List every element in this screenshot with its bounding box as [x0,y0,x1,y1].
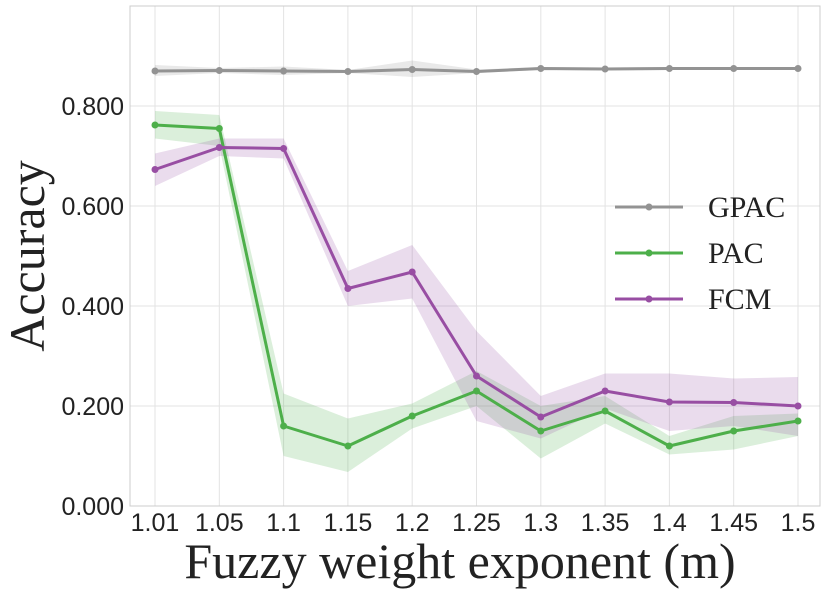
fcm-point [215,144,223,151]
gpac-point [730,65,738,72]
pac-point [601,407,609,415]
fcm-point [730,399,738,406]
pac-point [537,427,545,435]
pac-point [665,442,673,450]
pac-point [215,125,223,132]
x-tick-label: 1.25 [452,509,501,537]
fcm-point [344,285,352,292]
fcm-point [408,268,416,276]
pac-point [730,427,738,435]
pac-point [151,121,159,129]
x-tick-label: 1.15 [324,509,373,537]
fcm-point [794,402,802,410]
gpac-point [665,65,673,72]
x-tick-labels: 1.01 1.05 1.1 1.15 1.2 1.25 1.3 1.35 1.4 1.45 1.5 [131,509,816,537]
legend-fcm-marker [645,295,653,303]
fcm-point [473,372,480,380]
x-axis-title: Fuzzy weight exponent (m) [184,533,735,589]
y-tick-label: 0.000 [61,493,124,521]
gpac-point [794,65,802,72]
y-tick-label: 0.200 [61,393,124,421]
y-axis-title: Accuracy [0,160,55,352]
x-tick-label: 1.05 [195,509,244,537]
gpac-point [473,68,480,75]
pac-point [280,422,288,430]
fcm-point [665,398,673,406]
pac-point [473,387,480,395]
gpac-point [151,67,159,75]
plot-frame [129,5,821,507]
y-tick-label: 0.800 [61,93,124,121]
legend-pac-marker [645,249,653,257]
gpac-point [344,68,352,75]
legend-gpac-marker [645,203,653,211]
series-lines [151,65,802,450]
gpac-point [408,66,416,73]
pac-point [344,442,352,450]
legend-gpac-label: GPAC [708,191,785,224]
x-tick-label: 1.5 [781,509,816,537]
x-tick-label: 1.35 [581,509,630,537]
legend-pac-label: PAC [708,237,764,270]
x-tick-label: 1.4 [652,509,687,537]
fcm-point [601,387,609,395]
fcm-point [537,413,545,421]
gpac-point [601,65,609,73]
fcm-confidence-band [155,138,798,439]
y-tick-label: 0.600 [61,193,124,221]
pac-point [794,417,802,425]
gpac-confidence-band [155,60,798,77]
legend: GPAC PAC FCM [615,191,785,316]
fcm-point [151,166,159,173]
x-tick-label: 1.1 [266,509,301,537]
x-tick-label: 1.3 [523,509,558,537]
x-tick-label: 1.45 [709,509,758,537]
confidence-bands [155,60,798,472]
legend-fcm-label: FCM [708,283,771,316]
y-tick-label: 0.400 [61,293,124,321]
pac-confidence-band [155,111,798,472]
fcm-point [280,145,288,152]
gpac-point [215,67,223,74]
y-tick-labels: 0.000 0.200 0.400 0.600 0.800 [61,93,124,521]
x-tick-label: 1.01 [131,509,180,537]
x-tick-label: 1.2 [395,509,430,537]
pac-point [408,412,416,420]
gpac-point [537,65,545,72]
gpac-point [280,67,288,75]
